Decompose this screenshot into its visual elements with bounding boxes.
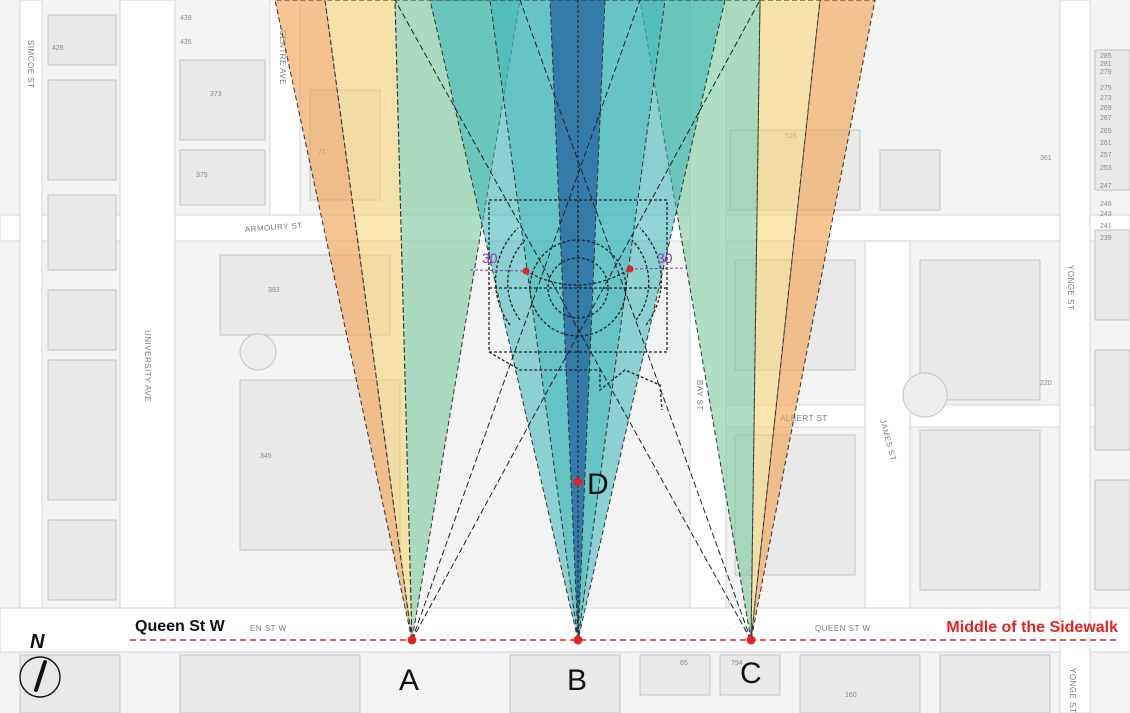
viewpoint-d-label: D [587,468,609,501]
street-label-yonge: YONGE ST [1066,265,1075,310]
parcel-number: 279 [1100,69,1112,76]
street-label-yonge-bottom: YONGE ST [1068,668,1077,713]
north-arrow-icon [34,660,47,692]
street-label-simcoe: SIMCOE ST [26,40,35,89]
parcel-number: 393 [268,287,280,294]
street-label-queen-map: EN ST W [250,624,287,633]
queen-st-label: Queen St W [135,618,226,635]
street-label-queen-map-right: QUEEN ST W [815,624,871,633]
parcel-number: 275 [1100,85,1112,92]
viewpoint-a-label: A [399,664,419,697]
street-label-centre: CENTRE AVE [278,30,287,85]
parcel-number: 247 [1100,183,1112,190]
sightline-guides [394,0,761,641]
parcel-number: 261 [1100,140,1112,147]
parcel-number: 281 [1100,61,1112,68]
viewpoint-b-label: B [567,664,587,697]
parcel-number: 253 [1100,165,1112,172]
parcel-number: 794 [731,660,743,667]
north-arrow: N [19,631,61,698]
street-label-university: UNIVERSITY AVE [143,330,152,402]
parcel-number: 439 [180,15,192,22]
parcel-number: 426 [52,45,64,52]
viewpoint-d-marker[interactable] [573,477,583,487]
street-label-bay: BAY ST [695,380,704,411]
parcel-number: 375 [196,172,208,179]
parcel-number: 220 [1040,380,1052,387]
parcel-number: 273 [1100,95,1112,102]
parcel-number: 160 [845,692,857,699]
parcel-number: 285 [1100,53,1112,60]
angle-label-right: 30 [657,250,673,266]
compass-circle [19,656,61,698]
yonge-address-numbers: 285 281 279 275 273 269 267 265 261 257 … [1100,53,1112,242]
parcel-number: 243 [1100,211,1112,218]
angle-point-right [626,265,634,273]
sidewalk-label: Middle of the Sidewalk [946,619,1118,636]
viewpoint-c-marker[interactable] [746,635,756,645]
north-label: N [30,631,45,653]
landmark-rotunda [529,239,627,337]
parcel-number: 265 [1100,128,1112,135]
angle-markers: 30 30 [469,250,687,275]
angle-point-left [522,267,530,275]
parcel-number: 435 [180,39,192,46]
parcel-number: 267 [1100,115,1112,122]
parcel-number: 241 [1100,223,1112,230]
parcel-number: 373 [210,91,222,98]
parcel-number: 361 [1040,155,1052,162]
parcel-number: 269 [1100,105,1112,112]
viewpoint-c-label: C [740,657,762,690]
landmark-outline [488,199,668,411]
viewpoint-b-marker[interactable] [573,635,583,645]
viewpoints: A B C D [399,468,762,697]
parcel-number: 248 [1100,201,1112,208]
viewpoint-a-marker[interactable] [407,635,417,645]
street-label-albert: ALBERT ST [780,414,828,423]
parcel-number: 345 [260,453,272,460]
angle-label-left: 30 [482,250,498,266]
parcel-number: 257 [1100,152,1112,159]
parcel-number: 239 [1100,235,1112,242]
parcel-number: 65 [680,660,688,667]
street-label-armoury: ARMOURY ST [245,221,304,234]
